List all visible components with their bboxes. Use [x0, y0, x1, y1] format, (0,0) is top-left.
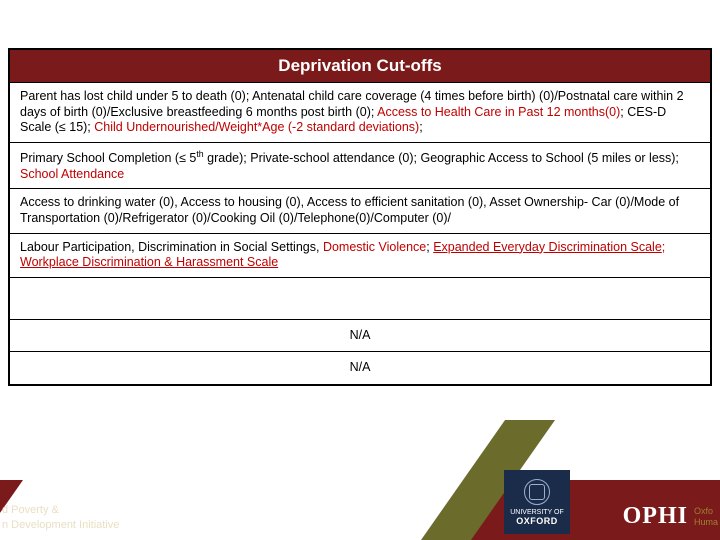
oxford-name: OXFORD [516, 516, 558, 526]
footer-left-label: d Poverty & n Development Initiative [0, 503, 119, 532]
ophi-logo: OPHI [623, 503, 688, 530]
deprivation-table: Deprivation Cut-offs Parent has lost chi… [8, 48, 712, 386]
text-fragment: th [196, 149, 203, 159]
text-fragment: Access to drinking water (0), Access to … [20, 195, 679, 225]
table-row [10, 278, 710, 320]
table-row: N/A [10, 352, 710, 384]
footer-left-line2: n Development Initiative [2, 518, 119, 532]
text-fragment: ; [419, 120, 422, 134]
table-row: N/A [10, 320, 710, 353]
table-row: Labour Participation, Discrimination in … [10, 234, 710, 278]
text-fragment: Domestic Violence [323, 240, 426, 254]
text-fragment: Child Undernourished/Weight*Age (-2 stan… [94, 120, 419, 134]
text-fragment: N/A [350, 360, 371, 374]
oxford-badge: UNIVERSITY OF OXFORD [504, 470, 570, 534]
text-fragment: Primary School Completion (≤ 5 [20, 151, 196, 165]
footer-band: d Poverty & n Development Initiative UNI… [0, 420, 720, 540]
text-fragment: Labour Participation, Discrimination in … [20, 240, 323, 254]
ophi-side-text: Oxfo Huma [694, 506, 718, 528]
text-fragment: ; [662, 240, 665, 254]
table-header: Deprivation Cut-offs [10, 50, 710, 83]
text-fragment: N/A [350, 328, 371, 342]
ophi-block: OPHI Oxfo Huma [623, 503, 720, 530]
table-row: Primary School Completion (≤ 5th grade);… [10, 143, 710, 189]
table-row: Access to drinking water (0), Access to … [10, 189, 710, 233]
table-row: Parent has lost child under 5 to death (… [10, 83, 710, 143]
text-fragment: Workplace Discrimination & Harassment Sc… [20, 255, 278, 269]
text-fragment: Access to Health Care in Past 12 months(… [377, 105, 620, 119]
footer-left-line1: d Poverty & [2, 503, 119, 517]
oxford-crest-icon [524, 479, 550, 505]
text-fragment: Expanded Everyday Discrimination Scale [433, 240, 662, 254]
text-fragment: grade); Private-school attendance (0); G… [204, 151, 679, 165]
text-fragment: School Attendance [20, 167, 124, 181]
oxford-university-label: UNIVERSITY OF [510, 509, 564, 516]
